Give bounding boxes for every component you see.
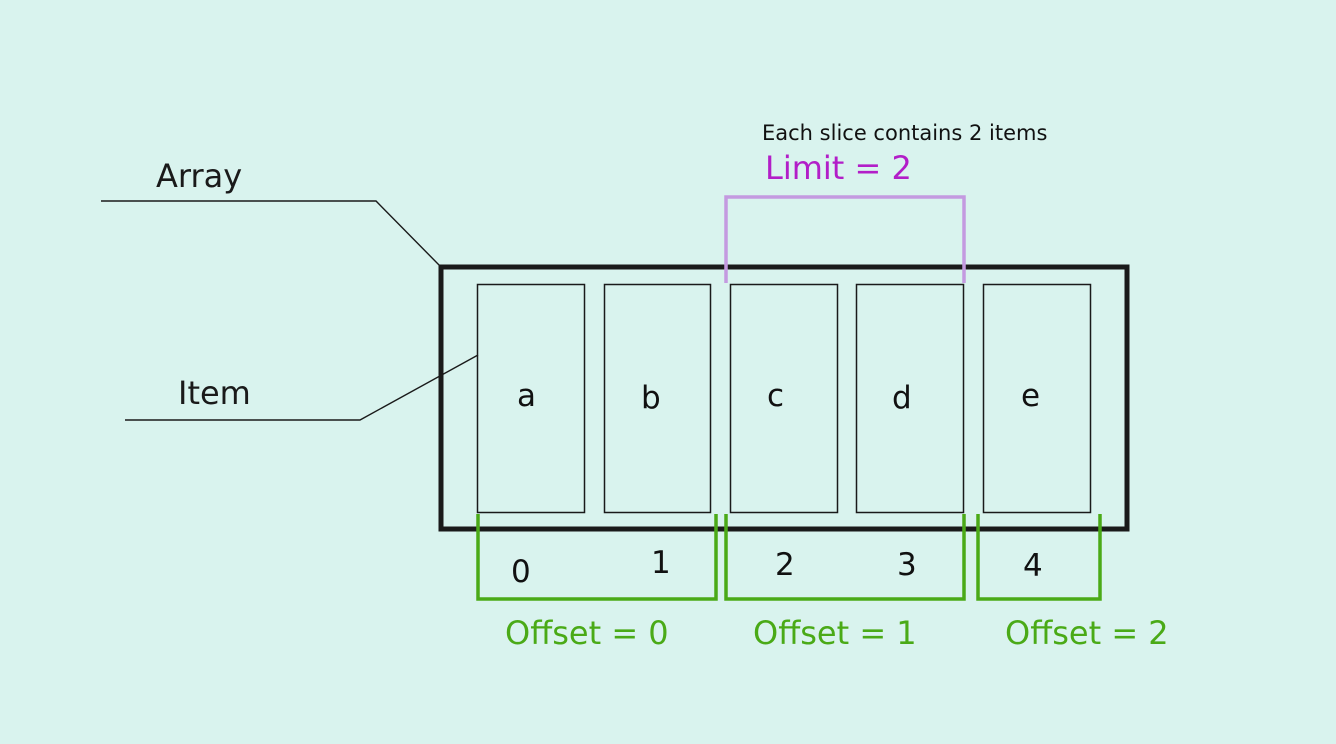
array-label: Array: [156, 157, 243, 195]
item-cell-b: [603, 283, 712, 514]
offset-label: Offset = 2: [1005, 614, 1169, 652]
offset-label: Offset = 1: [753, 614, 917, 652]
item-letter: a: [517, 378, 536, 414]
slice-note: Each slice contains 2 items: [762, 121, 1048, 145]
array-callout-line: [101, 200, 441, 267]
item-cell-a: [476, 283, 586, 514]
item-cell-c: [729, 283, 839, 514]
item-letter: d: [892, 380, 912, 416]
item-letter: c: [767, 378, 785, 414]
item-index: 0: [511, 554, 531, 590]
limit-bracket: [724, 195, 966, 283]
item-letter: b: [641, 380, 661, 416]
item-letter: e: [1021, 378, 1041, 414]
item-label: Item: [178, 374, 251, 412]
array-box: [438, 264, 1130, 532]
offset-bracket-2: [976, 514, 1102, 601]
offset-label: Offset = 0: [505, 614, 669, 652]
item-index: 3: [897, 547, 917, 583]
offset-bracket-1: [724, 514, 966, 601]
item-index: 1: [651, 545, 671, 581]
item-cell-e: [982, 283, 1092, 514]
offset-bracket-0: [476, 514, 718, 601]
limit-label: Limit = 2: [765, 149, 912, 187]
item-index: 4: [1023, 548, 1043, 584]
item-index: 2: [775, 547, 795, 583]
item-cell-d: [855, 283, 965, 514]
